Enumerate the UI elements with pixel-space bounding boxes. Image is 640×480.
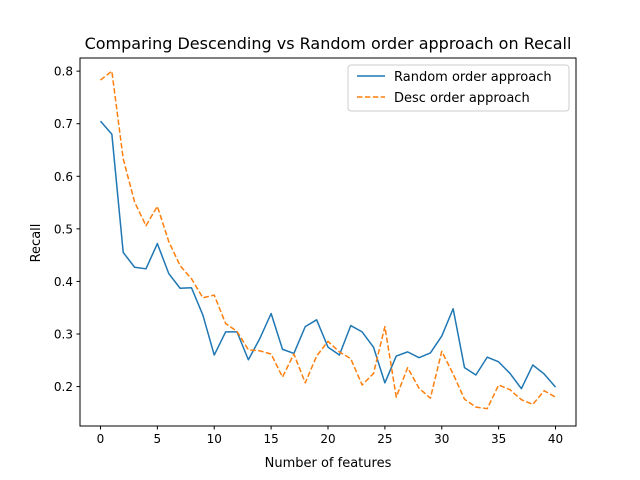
x-tick-label: 10 — [207, 432, 222, 446]
x-tick-label: 40 — [548, 432, 563, 446]
y-tick-label: 0.8 — [54, 65, 73, 79]
legend-label-2: Desc order approach — [394, 91, 530, 106]
x-axis: 0 5 10 15 20 25 30 35 40 — [97, 426, 563, 446]
series-line-2 — [100, 70, 556, 410]
x-tick-label: 25 — [377, 432, 392, 446]
y-tick-label: 0.3 — [54, 328, 73, 342]
y-tick-label: 0.5 — [54, 222, 73, 236]
y-tick-label: 0.7 — [54, 117, 73, 131]
x-tick-label: 20 — [320, 432, 335, 446]
y-tick-label: 0.4 — [54, 275, 73, 289]
legend: Random order approach Desc order approach — [347, 64, 570, 112]
y-axis: 0.2 0.3 0.4 0.5 0.6 0.7 0.8 — [54, 65, 80, 394]
x-tick-label: 35 — [491, 432, 506, 446]
y-tick-label: 0.2 — [54, 380, 73, 394]
x-axis-label: Number of features — [265, 456, 392, 471]
x-tick-label: 30 — [434, 432, 449, 446]
y-axis-label: Recall — [29, 224, 44, 263]
legend-box — [347, 64, 570, 112]
x-tick-label: 5 — [154, 432, 162, 446]
y-tick-label: 0.6 — [54, 170, 73, 184]
series-line-1 — [99, 120, 557, 390]
legend-label-1: Random order approach — [394, 70, 552, 85]
x-tick-label: 0 — [97, 432, 105, 446]
x-tick-label: 15 — [263, 432, 278, 446]
chart-title: Comparing Descending vs Random order app… — [85, 34, 572, 53]
